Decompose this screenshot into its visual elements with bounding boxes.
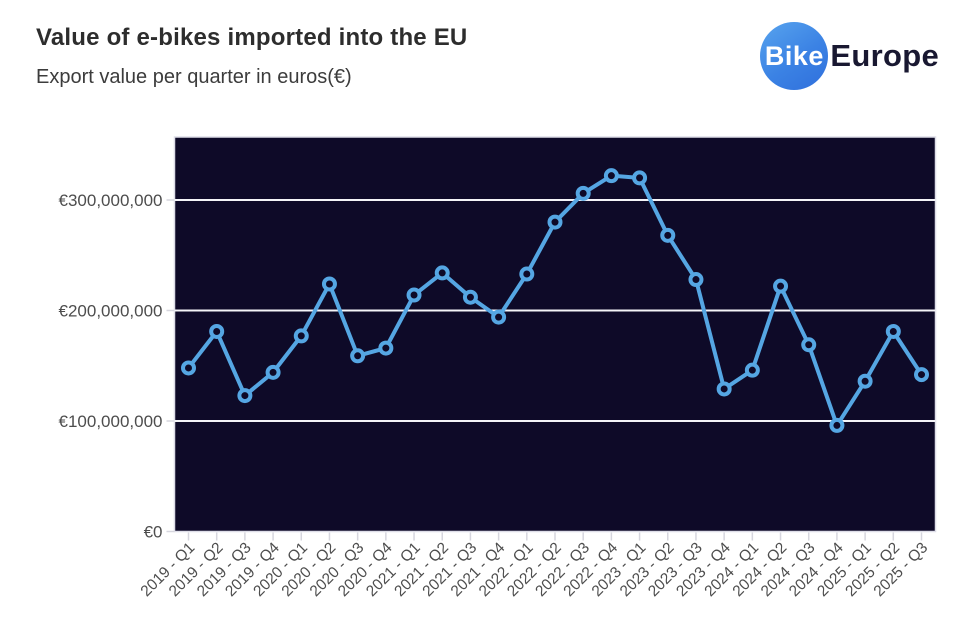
plot-area xyxy=(173,136,937,533)
data-point xyxy=(829,417,845,433)
y-tick-label: €200,000,000 xyxy=(59,301,163,320)
data-point xyxy=(519,266,535,282)
data-point xyxy=(237,388,253,404)
data-point xyxy=(688,272,704,288)
data-point xyxy=(406,287,422,303)
y-tick-label: €300,000,000 xyxy=(59,191,163,210)
logo-europe-text: Europe xyxy=(830,38,939,73)
page-title: Value of e-bikes imported into the EU xyxy=(36,24,468,51)
data-point xyxy=(209,323,225,339)
data-point xyxy=(801,337,817,353)
data-point xyxy=(914,367,929,383)
data-point xyxy=(716,381,732,397)
data-point xyxy=(321,276,337,292)
data-point xyxy=(857,373,873,389)
data-point xyxy=(773,278,789,294)
y-axis: €0 €100,000,000 €200,000,000 €300,000,000 xyxy=(59,191,175,542)
y-tick-label: €0 xyxy=(144,523,163,542)
data-point xyxy=(181,360,196,376)
data-point xyxy=(491,309,507,325)
data-point xyxy=(378,340,394,356)
logo-bike-text: Bike xyxy=(764,40,824,71)
data-point xyxy=(293,328,309,344)
data-point xyxy=(744,362,760,378)
line-chart: €0 €100,000,000 €200,000,000 €300,000,000 20… xyxy=(59,136,937,600)
data-point xyxy=(603,168,619,184)
data-point xyxy=(885,323,901,339)
page-subtitle: Export value per quarter in euros(€) xyxy=(36,66,352,88)
bike-europe-logo: Bike Europe xyxy=(760,22,939,90)
chart-header: Value of e-bikes imported into the EU Ex… xyxy=(36,24,467,89)
logo-circle-icon: Bike xyxy=(760,22,829,90)
y-tick-label: €100,000,000 xyxy=(59,412,163,431)
data-point xyxy=(547,214,563,230)
gridlines xyxy=(174,198,936,422)
data-point xyxy=(660,227,676,243)
data-point xyxy=(434,265,450,281)
data-point xyxy=(575,185,591,201)
data-markers xyxy=(181,168,929,433)
data-point xyxy=(632,170,648,186)
data-point xyxy=(265,364,281,380)
data-point xyxy=(350,348,366,364)
data-point xyxy=(462,289,478,305)
